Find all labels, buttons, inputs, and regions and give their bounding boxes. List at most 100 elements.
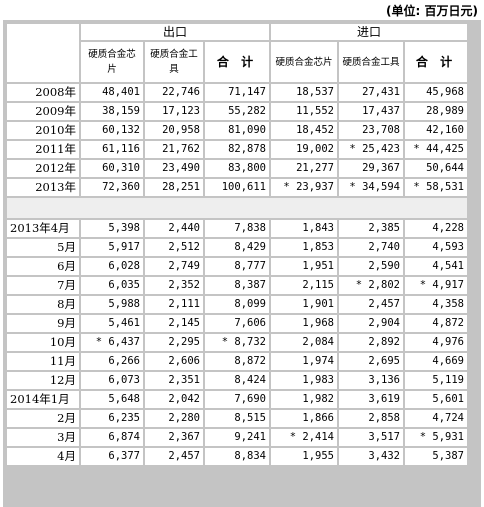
value-cell: 8,387 <box>205 277 269 294</box>
value-cell: 2,280 <box>145 410 203 427</box>
value-cell: 4,724 <box>405 410 467 427</box>
row-label: 10月 <box>7 334 79 351</box>
value-cell: 60,132 <box>81 122 143 139</box>
annual-row: 2010年 60,132 20,958 81,090 18,452 23,708 42,16… <box>7 122 467 139</box>
value-cell: 7,690 <box>205 391 269 408</box>
data-table-frame: 出口 进口 硬质合金芯片 硬质合金工具 合 计 硬质合金芯片 硬质合金工具 合 … <box>3 20 481 507</box>
row-label: 8月 <box>7 296 79 313</box>
value-cell: 29,367 <box>339 160 403 177</box>
value-cell: * 34,594 <box>339 179 403 196</box>
value-cell: 72,360 <box>81 179 143 196</box>
value-cell: 7,838 <box>205 220 269 237</box>
value-cell: * 4,917 <box>405 277 467 294</box>
row-label: 9月 <box>7 315 79 332</box>
annual-row: 2008年 48,401 22,746 71,147 18,537 27,431 45,96… <box>7 84 467 101</box>
value-cell: 48,401 <box>81 84 143 101</box>
value-cell: 2,084 <box>271 334 337 351</box>
row-label: 2010年 <box>7 122 79 139</box>
value-cell: 2,115 <box>271 277 337 294</box>
value-cell: 4,872 <box>405 315 467 332</box>
import-header: 进口 <box>271 24 467 40</box>
value-cell: 3,517 <box>339 429 403 446</box>
value-cell: 1,955 <box>271 448 337 465</box>
export-chip-header: 硬质合金芯片 <box>81 42 143 82</box>
value-cell: 1,853 <box>271 239 337 256</box>
separator-row <box>7 198 467 218</box>
value-cell: * 44,425 <box>405 141 467 158</box>
separator-cell <box>7 198 467 218</box>
annual-row: 2013年 72,360 28,251 100,611 * 23,937 * 34,594… <box>7 179 467 196</box>
value-cell: 3,432 <box>339 448 403 465</box>
value-cell: 2,858 <box>339 410 403 427</box>
value-cell: * 25,423 <box>339 141 403 158</box>
header-row-columns: 硬质合金芯片 硬质合金工具 合 计 硬质合金芯片 硬质合金工具 合 计 <box>7 42 467 82</box>
value-cell: 2,892 <box>339 334 403 351</box>
row-label: 2月 <box>7 410 79 427</box>
annual-row: 2011年 61,116 21,762 82,878 19,002 * 25,423 * 4… <box>7 141 467 158</box>
value-cell: 2,111 <box>145 296 203 313</box>
value-cell: 1,974 <box>271 353 337 370</box>
export-header: 出口 <box>81 24 269 40</box>
value-cell: 1,951 <box>271 258 337 275</box>
value-cell: 1,901 <box>271 296 337 313</box>
trade-table: 出口 进口 硬质合金芯片 硬质合金工具 合 计 硬质合金芯片 硬质合金工具 合 … <box>5 22 469 467</box>
value-cell: * 8,732 <box>205 334 269 351</box>
monthly-row: 6月 6,028 2,749 8,777 1,951 2,590 4,541 <box>7 258 467 275</box>
value-cell: 71,147 <box>205 84 269 101</box>
value-cell: 23,708 <box>339 122 403 139</box>
value-cell: 45,968 <box>405 84 467 101</box>
monthly-row: 5月 5,917 2,512 8,429 1,853 2,740 4,593 <box>7 239 467 256</box>
value-cell: 23,490 <box>145 160 203 177</box>
value-cell: 28,989 <box>405 103 467 120</box>
value-cell: 38,159 <box>81 103 143 120</box>
value-cell: 5,601 <box>405 391 467 408</box>
value-cell: 8,777 <box>205 258 269 275</box>
value-cell: 82,878 <box>205 141 269 158</box>
value-cell: 1,982 <box>271 391 337 408</box>
value-cell: 2,385 <box>339 220 403 237</box>
row-label: 7月 <box>7 277 79 294</box>
row-label: 3月 <box>7 429 79 446</box>
value-cell: 2,352 <box>145 277 203 294</box>
value-cell: 1,866 <box>271 410 337 427</box>
unit-label: (单位: 百万日元) <box>386 4 478 18</box>
value-cell: 6,035 <box>81 277 143 294</box>
monthly-row: 7月 6,035 2,352 8,387 2,115 * 2,802 * 4,917 <box>7 277 467 294</box>
value-cell: 2,145 <box>145 315 203 332</box>
monthly-row: 10月 * 6,437 2,295 * 8,732 2,084 2,892 4,976 <box>7 334 467 351</box>
value-cell: 18,452 <box>271 122 337 139</box>
annual-row: 2009年 38,159 17,123 55,282 11,552 17,437 28,98… <box>7 103 467 120</box>
value-cell: 8,834 <box>205 448 269 465</box>
value-cell: 6,874 <box>81 429 143 446</box>
value-cell: 1,983 <box>271 372 337 389</box>
monthly-row: 2月 6,235 2,280 8,515 1,866 2,858 4,724 <box>7 410 467 427</box>
value-cell: 5,398 <box>81 220 143 237</box>
row-label: 11月 <box>7 353 79 370</box>
value-cell: 4,541 <box>405 258 467 275</box>
row-label: 2014年1月 <box>7 391 79 408</box>
value-cell: 4,669 <box>405 353 467 370</box>
row-label: 12月 <box>7 372 79 389</box>
value-cell: 6,266 <box>81 353 143 370</box>
value-cell: 8,424 <box>205 372 269 389</box>
monthly-row: 2013年4月 5,398 2,440 7,838 1,843 2,385 4,228 <box>7 220 467 237</box>
value-cell: 5,988 <box>81 296 143 313</box>
value-cell: 2,606 <box>145 353 203 370</box>
value-cell: 9,241 <box>205 429 269 446</box>
value-cell: 3,619 <box>339 391 403 408</box>
row-label: 6月 <box>7 258 79 275</box>
value-cell: 100,611 <box>205 179 269 196</box>
value-cell: 20,958 <box>145 122 203 139</box>
value-cell: 8,099 <box>205 296 269 313</box>
value-cell: 8,872 <box>205 353 269 370</box>
value-cell: 83,800 <box>205 160 269 177</box>
value-cell: 8,515 <box>205 410 269 427</box>
monthly-row: 9月 5,461 2,145 7,606 1,968 2,904 4,872 <box>7 315 467 332</box>
value-cell: 6,235 <box>81 410 143 427</box>
value-cell: 81,090 <box>205 122 269 139</box>
import-tool-header: 硬质合金工具 <box>339 42 403 82</box>
import-total-header: 合 计 <box>405 42 467 82</box>
value-cell: 1,843 <box>271 220 337 237</box>
value-cell: * 2,414 <box>271 429 337 446</box>
value-cell: 3,136 <box>339 372 403 389</box>
